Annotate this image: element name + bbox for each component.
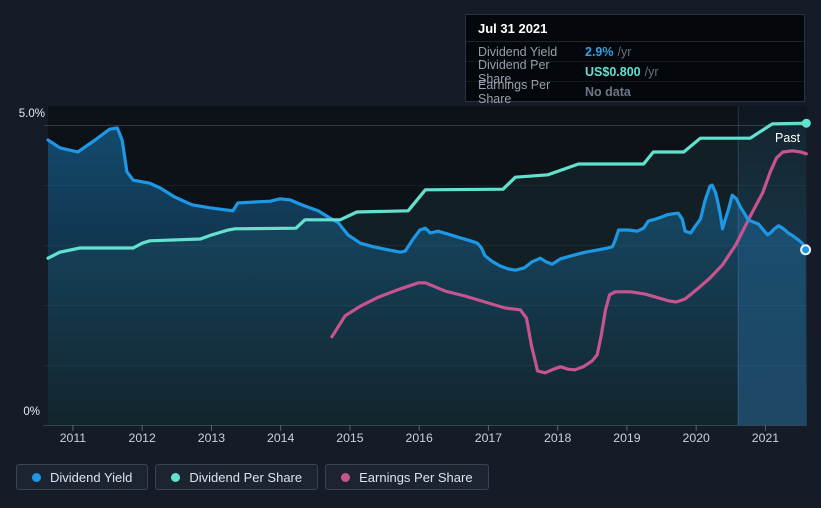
chart-tooltip: Jul 31 2021 Dividend Yield 2.9% /yr Divi… <box>465 14 805 106</box>
x-axis-tick-label: 2014 <box>267 431 295 445</box>
legend-item-dividend-per-share[interactable]: Dividend Per Share <box>155 464 319 490</box>
dividend-per-share-dot-icon <box>171 472 181 482</box>
legend-item-dividend-yield[interactable]: Dividend Yield <box>16 464 149 490</box>
x-axis-tick-label: 2016 <box>406 431 434 445</box>
x-axis-tick-label: 2018 <box>544 431 572 445</box>
dividend-yield-area <box>48 128 806 425</box>
tooltip-unit: /yr <box>644 64 659 79</box>
legend-item-earnings-per-share[interactable]: Earnings Per Share <box>325 464 489 490</box>
past-highlight-band <box>737 106 807 425</box>
dividend-history-chart[interactable]: Past 5.0% 0% 2011 2012 2013 2014 2015 2016 2017 20… <box>0 0 821 460</box>
past-label: Past <box>775 131 801 145</box>
x-axis-tick-label: 2020 <box>683 431 711 445</box>
tooltip-value: 2.9% <box>585 44 614 59</box>
series-earnings-per-share <box>330 149 808 375</box>
tooltip-label: Earnings Per Share <box>478 77 551 106</box>
series-end-dot <box>800 244 812 256</box>
tooltip-row-dividend-per-share: Dividend Per Share US$0.800 /yr <box>466 58 804 86</box>
tooltip-row-dividend-yield: Dividend Yield 2.9% /yr <box>466 42 804 62</box>
tooltip-date: Jul 31 2021 <box>466 15 804 42</box>
y-axis-min-label: 0% <box>23 406 40 418</box>
legend-label: Dividend Yield <box>50 469 133 485</box>
x-axis-tick-label: 2019 <box>613 431 641 445</box>
series-end-dot <box>801 118 811 128</box>
x-axis-tick-label: 2012 <box>129 431 157 445</box>
x-axis-tick-label: 2011 <box>60 431 87 445</box>
tooltip-unit: /yr <box>617 44 632 59</box>
legend-label: Dividend Per Share <box>189 469 303 485</box>
x-axis-tick-label: 2015 <box>336 431 364 445</box>
series-dividend-yield <box>46 126 808 272</box>
dividend-yield-dot-icon <box>32 472 41 482</box>
tooltip-row-earnings-per-share: Earnings Per Share No data <box>466 78 804 106</box>
tooltip-value: No data <box>585 84 631 99</box>
x-axis-tick-label: 2013 <box>198 431 226 445</box>
legend-label: Earnings Per Share <box>359 469 473 485</box>
series-dividend-per-share <box>46 121 808 260</box>
earnings-per-share-dot-icon <box>341 472 351 482</box>
x-axis-tick-label: 2021 <box>752 431 780 445</box>
tooltip-label: Dividend Yield <box>478 44 558 59</box>
tooltip-label: Dividend Per Share <box>478 57 550 86</box>
x-axis-tick-label: 2017 <box>475 431 503 445</box>
y-axis-max-label: 5.0% <box>19 108 45 120</box>
tooltip-value: US$0.800 <box>585 64 641 79</box>
chart-legend: Dividend Yield Dividend Per Share Earnin… <box>16 464 489 490</box>
